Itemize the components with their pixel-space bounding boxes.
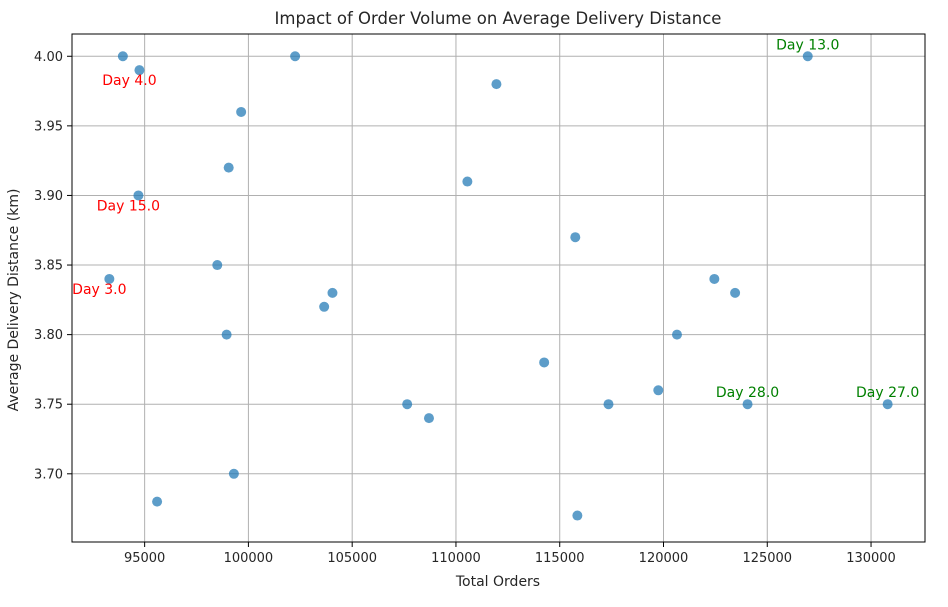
data-point	[117, 51, 128, 62]
point-annotation: Day 4.0	[102, 73, 156, 89]
data-point	[212, 260, 223, 271]
data-points	[104, 51, 893, 521]
point-annotation: Day 15.0	[97, 198, 160, 214]
x-ticks: 95000 100000 105000 110000 115000 120000 12500…	[124, 542, 896, 566]
data-point	[570, 232, 581, 243]
point-annotation: Day 13.0	[776, 37, 839, 53]
data-point	[802, 51, 813, 62]
data-point	[104, 273, 115, 284]
data-point	[327, 287, 338, 298]
data-point	[742, 399, 753, 410]
point-annotation: Day 3.0	[72, 282, 126, 298]
data-point	[462, 176, 473, 187]
data-point	[653, 385, 664, 396]
data-point	[730, 287, 741, 298]
point-annotation: Day 27.0	[856, 385, 919, 401]
annotations: Day 4.0 Day 15.0 Day 3.0 Day 13.0 Day 28.0 Da…	[72, 37, 919, 401]
data-point	[882, 399, 893, 410]
x-tick-label: 105000	[327, 551, 377, 566]
y-tick-label: 3.95	[34, 119, 63, 134]
x-tick-label: 120000	[639, 551, 689, 566]
plot-frame	[71, 33, 926, 543]
y-tick-label: 3.80	[34, 328, 63, 343]
y-tick-label: 3.85	[34, 259, 63, 274]
x-tick-label: 95000	[124, 551, 165, 566]
data-point	[402, 399, 413, 410]
data-point	[539, 357, 550, 368]
x-axis-label: Total Orders	[455, 574, 540, 590]
data-point	[603, 399, 614, 410]
data-point	[491, 79, 502, 90]
x-tick-label: 100000	[224, 551, 274, 566]
y-tick-label: 3.70	[34, 467, 63, 482]
y-ticks: 3.70 3.75 3.80 3.85 3.90 3.95 4.00	[34, 50, 72, 482]
data-point	[572, 510, 583, 521]
data-point	[133, 190, 144, 201]
chart-title: Impact of Order Volume on Average Delive…	[275, 9, 722, 28]
point-annotation: Day 28.0	[716, 385, 779, 401]
x-tick-label: 130000	[846, 551, 896, 566]
x-tick-label: 125000	[742, 551, 792, 566]
x-tick-label: 115000	[535, 551, 585, 566]
x-tick-label: 110000	[431, 551, 481, 566]
data-point	[152, 496, 163, 507]
y-tick-label: 3.90	[34, 189, 63, 204]
y-tick-label: 3.75	[34, 398, 63, 413]
data-point	[290, 51, 301, 62]
data-point	[228, 468, 239, 479]
data-point	[134, 65, 145, 76]
data-point	[319, 301, 330, 312]
data-point	[709, 273, 720, 284]
data-point	[223, 162, 234, 173]
data-point	[221, 329, 232, 340]
data-point	[423, 413, 434, 424]
y-tick-label: 4.00	[34, 50, 63, 65]
y-axis-label: Average Delivery Distance (km)	[6, 189, 22, 412]
data-point	[671, 329, 682, 340]
data-point	[236, 106, 247, 117]
